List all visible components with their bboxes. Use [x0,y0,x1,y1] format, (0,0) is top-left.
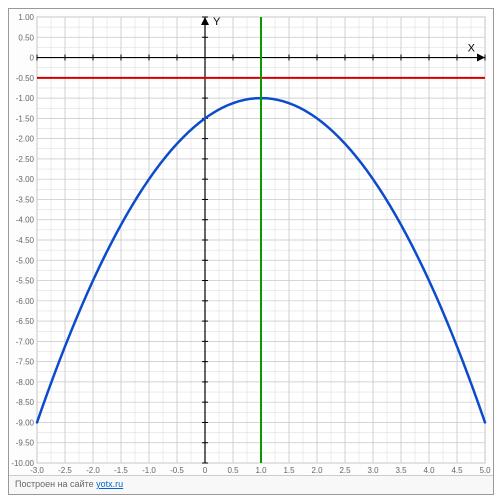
svg-text:-9.50: -9.50 [16,439,35,448]
svg-text:-6.00: -6.00 [16,297,35,306]
svg-text:-1.00: -1.00 [16,94,35,103]
svg-text:3.5: 3.5 [395,466,407,475]
svg-text:-2.50: -2.50 [16,155,35,164]
svg-text:-1.0: -1.0 [142,466,156,475]
svg-text:-2.5: -2.5 [58,466,72,475]
svg-text:3.0: 3.0 [367,466,379,475]
chart-frame: YX-3.0-2.5-2.0-1.5-1.0-0.500.51.01.52.02… [8,8,494,495]
svg-text:-0.5: -0.5 [170,466,184,475]
svg-text:-6.50: -6.50 [16,317,35,326]
svg-text:-3.50: -3.50 [16,195,35,204]
svg-text:-1.50: -1.50 [16,114,35,123]
svg-text:-10.00: -10.00 [11,459,34,468]
svg-text:-8.00: -8.00 [16,378,35,387]
svg-text:-7.00: -7.00 [16,337,35,346]
svg-text:4.0: 4.0 [423,466,435,475]
chart-area: YX-3.0-2.5-2.0-1.5-1.0-0.500.51.01.52.02… [9,9,493,475]
svg-text:2.0: 2.0 [311,466,323,475]
svg-text:-2.00: -2.00 [16,135,35,144]
svg-text:X: X [468,43,476,55]
footer: Построен на сайте yotx.ru [9,475,493,494]
svg-text:-4.50: -4.50 [16,236,35,245]
svg-text:-7.50: -7.50 [16,358,35,367]
svg-text:2.5: 2.5 [339,466,351,475]
svg-text:-5.50: -5.50 [16,277,35,286]
svg-text:-2.0: -2.0 [86,466,100,475]
svg-text:Y: Y [213,16,221,28]
footer-link[interactable]: yotx.ru [96,479,123,489]
svg-text:-0.50: -0.50 [16,74,35,83]
svg-text:1.00: 1.00 [18,13,34,22]
svg-text:-8.50: -8.50 [16,398,35,407]
svg-text:4.5: 4.5 [451,466,463,475]
svg-text:0.5: 0.5 [227,466,239,475]
svg-text:1.0: 1.0 [255,466,267,475]
svg-text:-5.00: -5.00 [16,256,35,265]
svg-text:0: 0 [203,466,208,475]
svg-text:0: 0 [30,54,35,63]
svg-text:-4.00: -4.00 [16,216,35,225]
chart-svg: YX-3.0-2.5-2.0-1.5-1.0-0.500.51.01.52.02… [9,9,493,475]
svg-text:-1.5: -1.5 [114,466,128,475]
svg-text:-3.00: -3.00 [16,175,35,184]
footer-prefix: Построен на сайте [15,479,96,489]
svg-text:5.0: 5.0 [479,466,491,475]
svg-text:-9.00: -9.00 [16,418,35,427]
svg-text:0.50: 0.50 [18,33,34,42]
svg-text:1.5: 1.5 [283,466,295,475]
